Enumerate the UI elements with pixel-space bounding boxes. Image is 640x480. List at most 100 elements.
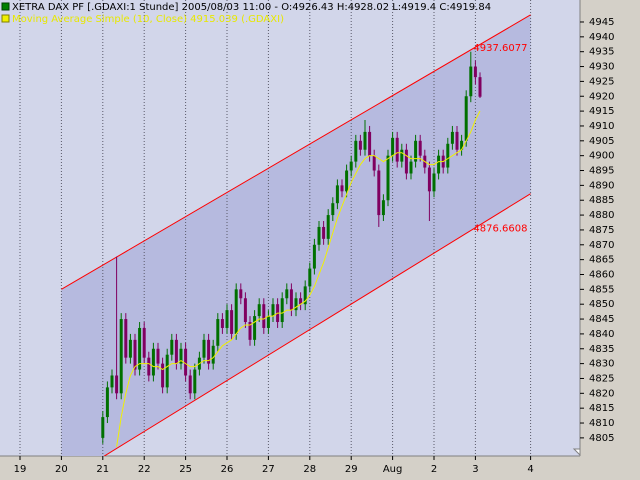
- candle-body: [138, 327, 142, 370]
- y-tick-label: 4870: [589, 240, 614, 251]
- candle-body: [299, 298, 303, 305]
- channel-upper-label: 4937.6077: [473, 43, 527, 54]
- candle-body: [170, 339, 174, 355]
- candle-body: [322, 226, 326, 239]
- candle-body: [179, 348, 183, 364]
- candle-body: [294, 298, 298, 311]
- candle-body: [381, 200, 385, 216]
- x-tick-label: 19: [14, 464, 27, 475]
- candle-body: [216, 319, 220, 346]
- x-tick-label: 29: [345, 464, 358, 475]
- candle-body: [427, 167, 431, 192]
- candle-body: [193, 369, 197, 394]
- candle-body: [473, 66, 477, 78]
- candle-body: [418, 140, 422, 156]
- x-tick-label: 20: [55, 464, 68, 475]
- moving-average-line: [116, 110, 481, 447]
- candle-body: [257, 304, 261, 317]
- candle-body: [460, 140, 464, 150]
- y-tick-label: 4820: [589, 388, 614, 399]
- candle-body: [280, 298, 284, 323]
- candle-body: [391, 137, 395, 156]
- indicator-icon: [1, 14, 10, 23]
- y-tick-label: 4880: [589, 210, 614, 221]
- x-tick-label: 26: [221, 464, 234, 475]
- y-tick-label: 4840: [589, 329, 614, 340]
- candle-body: [110, 375, 114, 388]
- y-tick-label: 4915: [589, 106, 614, 117]
- symbol-icon: [1, 2, 10, 11]
- candle-body: [225, 310, 229, 328]
- y-tick-label: 4830: [589, 359, 614, 370]
- candle-body: [354, 140, 358, 162]
- candle-body: [105, 387, 109, 418]
- candle-body: [271, 304, 275, 317]
- y-tick-label: 4850: [589, 299, 614, 310]
- candle-body: [432, 173, 436, 192]
- y-tick-label: 4935: [589, 47, 614, 58]
- x-tick-label: Aug: [383, 464, 403, 475]
- candle-body: [349, 161, 353, 171]
- candle-body: [331, 203, 335, 216]
- candle-body: [335, 185, 339, 204]
- candle-body: [174, 339, 178, 364]
- candle-body: [184, 348, 188, 376]
- candle-body: [115, 375, 119, 394]
- candle-body: [414, 140, 418, 162]
- candle-body: [478, 77, 482, 97]
- channel-lower-label: 4876.6608: [473, 224, 527, 235]
- candle-body: [409, 161, 413, 174]
- y-tick-label: 4815: [589, 403, 614, 414]
- candle-body: [289, 289, 293, 311]
- y-tick-label: 4905: [589, 136, 614, 147]
- channel-area: [61, 14, 531, 456]
- candle-body: [285, 289, 289, 299]
- candle-body: [358, 140, 362, 150]
- plot: [19, 0, 532, 456]
- candle-body: [101, 417, 105, 438]
- x-tick-label: 22: [138, 464, 151, 475]
- y-tick-label: 4810: [589, 418, 614, 429]
- candle-body: [368, 131, 372, 156]
- candle-body: [312, 244, 316, 269]
- candle-body: [124, 319, 128, 358]
- candle-body: [230, 310, 234, 334]
- candle-body: [161, 363, 165, 388]
- legend-entry: Moving Average Simple (10, Close) 4915.0…: [12, 14, 284, 25]
- candle-body: [395, 137, 399, 162]
- candle-body: [188, 375, 192, 394]
- candle-body: [455, 131, 459, 150]
- y-tick-label: 4945: [589, 17, 614, 28]
- candle-body: [317, 226, 321, 245]
- channel-line: [61, 14, 531, 290]
- resize-grip: [572, 448, 581, 457]
- candle-body: [248, 322, 252, 340]
- y-tick-label: 4835: [589, 344, 614, 355]
- candle-body: [377, 170, 381, 216]
- candle-body: [340, 185, 344, 192]
- y-tick-label: 4900: [589, 151, 614, 162]
- x-tick-label: 28: [303, 464, 316, 475]
- y-tick-label: 4845: [589, 314, 614, 325]
- candle-body: [133, 339, 137, 370]
- x-tick-label: 25: [179, 464, 192, 475]
- y-tick-label: 4875: [589, 225, 614, 236]
- candle-body: [128, 339, 132, 358]
- y-tick-label: 4920: [589, 91, 614, 102]
- y-tick-label: 4860: [589, 269, 614, 280]
- candle-body: [450, 131, 454, 144]
- candle-body: [303, 286, 307, 305]
- candle-body: [437, 155, 441, 174]
- y-tick-label: 4930: [589, 62, 614, 73]
- candle-body: [469, 66, 473, 97]
- candle-body: [156, 348, 160, 364]
- candle-body: [239, 289, 243, 299]
- y-tick-label: 4925: [589, 76, 614, 87]
- y-tick-label: 4940: [589, 32, 614, 43]
- chart-title: XETRA DAX PF [.GDAXI:1 Stunde] 2005/08/0…: [12, 2, 491, 13]
- x-tick-label: 3: [472, 464, 478, 475]
- y-tick-label: 4890: [589, 180, 614, 191]
- candle-body: [400, 149, 404, 162]
